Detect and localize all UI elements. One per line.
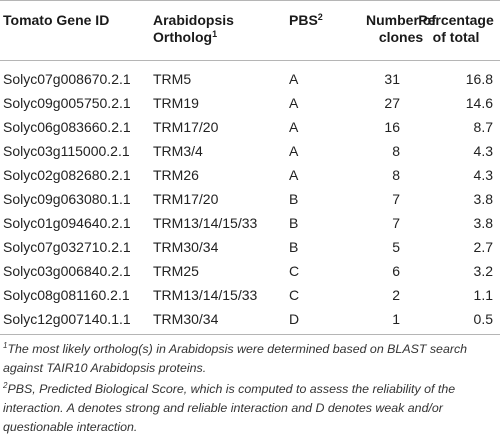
table-row: Solyc01g094640.2.1 TRM13/14/15/33 B 7 3.… [0,211,500,235]
table-row: Solyc03g115000.2.1 TRM3/4 A 8 4.3 [0,139,500,163]
cell-gene-id: Solyc09g063080.1.1 [3,191,131,207]
cell-pbs: B [289,215,299,231]
header-clones-line1: Number of [366,12,436,28]
header-ortholog-line1: Arabidopsis [153,12,234,28]
cell-clones: 27 [384,95,400,111]
footnote-1: 1The most likely ortholog(s) in Arabidop… [3,340,497,378]
cell-ortholog: TRM13/14/15/33 [153,287,258,303]
cell-pbs: D [289,311,300,327]
cell-pbs: A [289,143,299,159]
cell-gene-id: Solyc07g008670.2.1 [3,71,131,87]
table-top-rule [0,0,500,1]
cell-gene-id: Solyc09g005750.2.1 [3,95,131,111]
table-row: Solyc09g005750.2.1 TRM19 A 27 14.6 [0,91,500,115]
cell-gene-id: Solyc08g081160.2.1 [3,287,130,303]
header-ortholog-line2-wrap: Ortholog1 [153,29,234,46]
cell-clones: 7 [392,191,400,207]
header-percentage: Percentage of total [412,12,500,46]
header-ortholog-sup: 1 [212,29,218,39]
header-gene-id: Tomato Gene ID [3,12,110,28]
cell-clones: 8 [392,167,400,183]
cell-gene-id: Solyc03g115000.2.1 [3,143,130,159]
cell-percentage: 3.8 [473,215,493,231]
table-row: Solyc07g008670.2.1 TRM5 A 31 16.8 [0,67,500,91]
header-clones: Number of clones [355,12,447,46]
footnote-2-marker: 2 [3,381,8,390]
cell-percentage: 3.8 [473,191,493,207]
cell-percentage: 1.1 [473,287,493,303]
cell-ortholog: TRM3/4 [153,143,203,159]
cell-ortholog: TRM25 [153,263,199,279]
cell-percentage: 4.3 [473,167,493,183]
footnote-2: 2PBS, Predicted Biological Score, which … [3,380,497,437]
cell-percentage: 16.8 [465,71,493,87]
header-ortholog: Arabidopsis Ortholog1 [153,12,234,46]
cell-pbs: B [289,239,299,255]
cell-clones: 2 [392,287,400,303]
cell-pbs: B [289,191,299,207]
footnote-2-text: PBS, Predicted Biological Score, which i… [3,382,456,434]
cell-clones: 1 [392,311,400,327]
table-row: Solyc07g032710.2.1 TRM30/34 B 5 2.7 [0,235,500,259]
cell-pbs: A [289,95,299,111]
cell-pbs: A [289,71,299,87]
header-ortholog-line2: Ortholog [153,29,213,45]
cell-percentage: 8.7 [473,119,493,135]
table-row: Solyc06g083660.2.1 TRM17/20 A 16 8.7 [0,115,500,139]
header-percentage-line2: of total [432,29,480,45]
cell-gene-id: Solyc03g006840.2.1 [3,263,131,279]
cell-ortholog: TRM5 [153,71,192,87]
cell-pbs: C [289,287,300,303]
cell-ortholog: TRM17/20 [153,119,219,135]
cell-ortholog: TRM30/34 [153,311,219,327]
header-pbs-label: PBS [289,12,318,28]
table-row: Solyc02g082680.2.1 TRM26 A 8 4.3 [0,163,500,187]
cell-percentage: 4.3 [473,143,493,159]
cell-ortholog: TRM19 [153,95,199,111]
cell-ortholog: TRM30/34 [153,239,219,255]
header-pbs: PBS2 [289,12,323,29]
cell-clones: 6 [392,263,400,279]
cell-ortholog: TRM17/20 [153,191,219,207]
cell-clones: 31 [384,71,400,87]
footnote-1-text: The most likely ortholog(s) in Arabidops… [3,342,468,375]
cell-pbs: A [289,167,299,183]
cell-clones: 7 [392,215,400,231]
table-row: Solyc09g063080.1.1 TRM17/20 B 7 3.8 [0,187,500,211]
cell-pbs: C [289,263,300,279]
table-header: Tomato Gene ID Arabidopsis Ortholog1 PBS… [0,0,500,60]
cell-percentage: 2.7 [473,239,493,255]
cell-percentage: 0.5 [473,311,493,327]
cell-clones: 5 [392,239,400,255]
cell-gene-id: Solyc12g007140.1.1 [3,311,131,327]
footnote-1-marker: 1 [3,341,8,350]
cell-pbs: A [289,119,299,135]
cell-clones: 16 [384,119,400,135]
header-pbs-sup: 2 [317,12,323,22]
cell-ortholog: TRM13/14/15/33 [153,215,258,231]
header-clones-line2: clones [378,29,424,45]
cell-percentage: 3.2 [473,263,493,279]
cell-gene-id: Solyc06g083660.2.1 [3,119,131,135]
cell-ortholog: TRM26 [153,167,199,183]
cell-gene-id: Solyc02g082680.2.1 [3,167,131,183]
cell-gene-id: Solyc07g032710.2.1 [3,239,131,255]
table-bottom-rule [0,334,500,335]
cell-gene-id: Solyc01g094640.2.1 [3,215,131,231]
cell-clones: 8 [392,143,400,159]
table-row: Solyc08g081160.2.1 TRM13/14/15/33 C 2 1.… [0,283,500,307]
cell-percentage: 14.6 [465,95,493,111]
table-row: Solyc12g007140.1.1 TRM30/34 D 1 0.5 [0,307,500,331]
table-row: Solyc03g006840.2.1 TRM25 C 6 3.2 [0,259,500,283]
table-header-rule [0,60,500,61]
header-percentage-line1: Percentage [418,12,494,28]
